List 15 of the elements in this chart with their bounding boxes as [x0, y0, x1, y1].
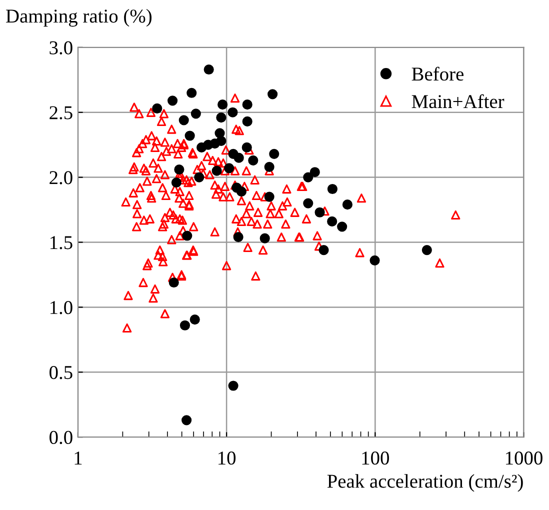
y-tick-label: 0.0 — [50, 430, 72, 444]
y-tick-label: 3.0 — [50, 41, 72, 54]
y-tick-label: 0.5 — [50, 366, 72, 380]
x-tick-label: 1 — [74, 452, 82, 464]
x-tick-label: 10 — [218, 452, 236, 465]
y-axis-title: Damping ratio (%) — [6, 9, 152, 27]
x-axis-title: Peak acceleration (cm/s²) — [327, 474, 523, 492]
legend-label: Before — [412, 66, 464, 81]
y-tick-label: 2.5 — [50, 106, 72, 120]
y-tick-label: 1.5 — [50, 236, 72, 250]
x-tick-label: 1000 — [506, 452, 542, 465]
x-tick-label: 100 — [362, 452, 389, 465]
y-tick-label: 2.0 — [50, 171, 72, 184]
legend-label: Main+After — [412, 94, 504, 108]
y-tick-label: 1.0 — [50, 301, 72, 314]
